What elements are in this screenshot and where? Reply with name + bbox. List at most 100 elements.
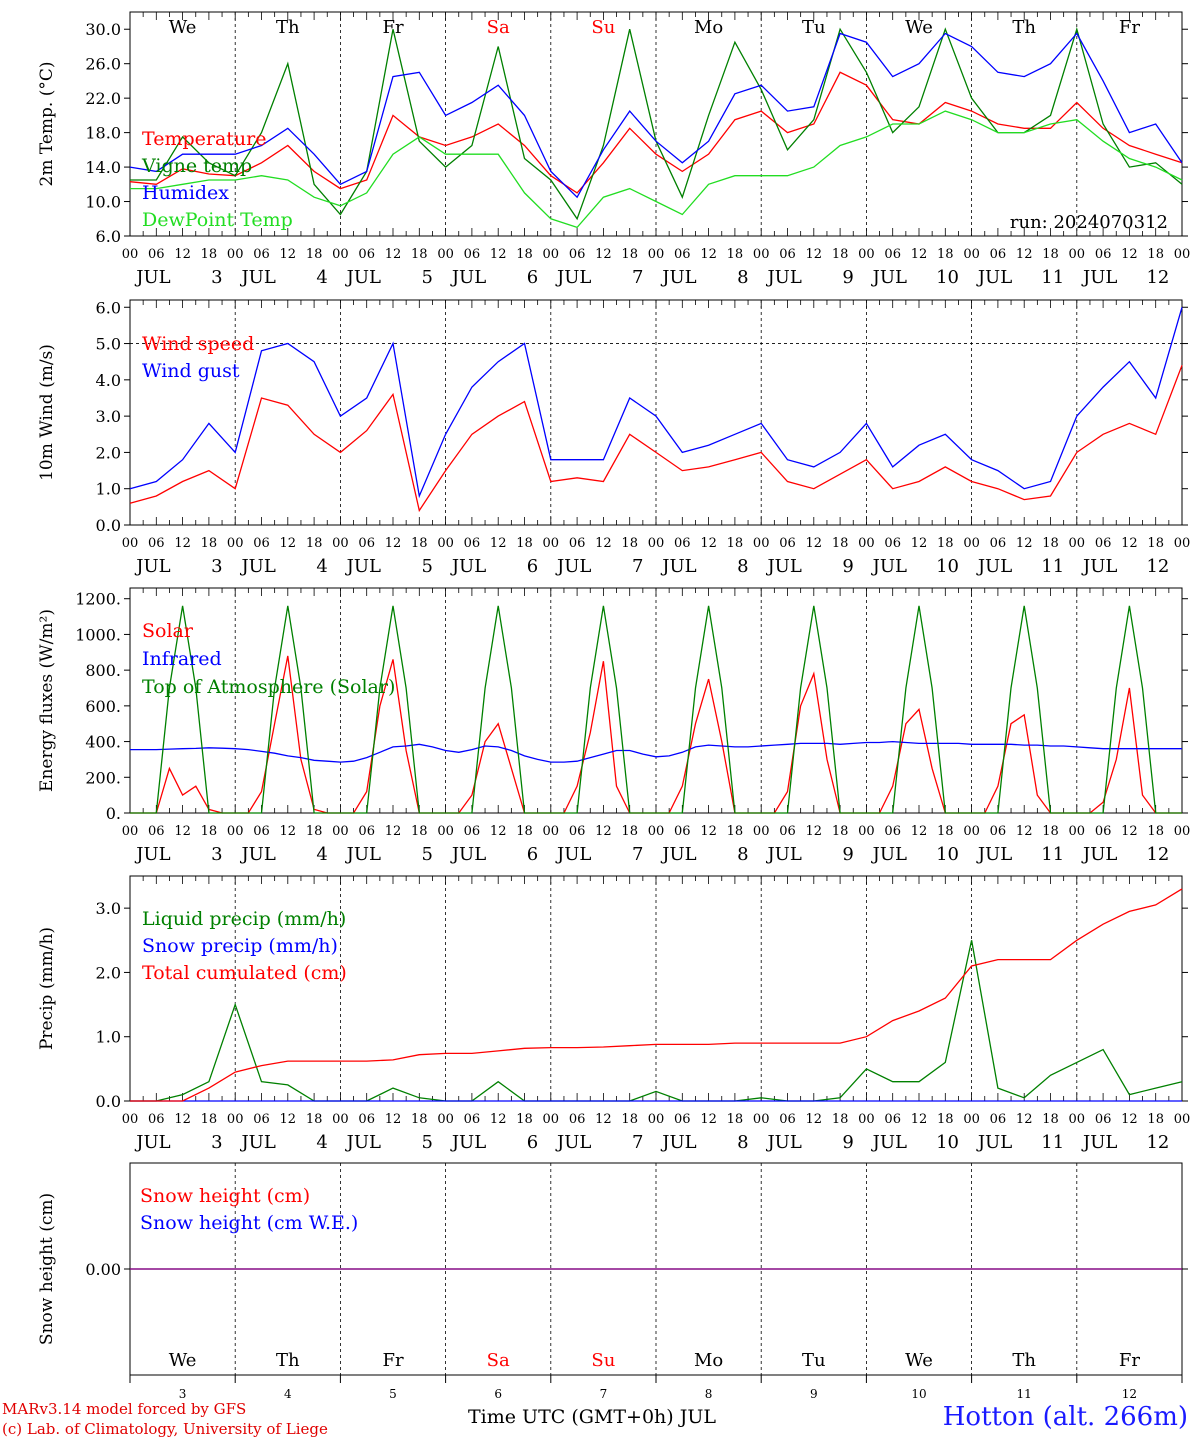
- hour-label: 06: [1095, 824, 1112, 839]
- hour-label: 18: [1147, 1112, 1164, 1127]
- hour-label: 06: [779, 1112, 796, 1127]
- weekday-label: Th: [1012, 1350, 1036, 1371]
- y-axis-label: Precip (mm/h): [37, 927, 57, 1050]
- date-day: 12: [1146, 844, 1169, 865]
- date-day: 4: [316, 844, 327, 865]
- date-day: 10: [936, 267, 959, 288]
- series-line: [129, 307, 1183, 499]
- y-axis-label: Snow height (cm): [37, 1193, 57, 1345]
- series-line: [129, 365, 1183, 513]
- date-day: 5: [422, 556, 433, 577]
- hour-label: 06: [779, 824, 796, 839]
- date-day: 4: [316, 1132, 327, 1153]
- date-day: 7: [632, 556, 643, 577]
- date-day: 10: [936, 844, 959, 865]
- date-month: JUL: [450, 1132, 486, 1153]
- hour-label: 12: [700, 536, 717, 551]
- y-tick-label: 22.0: [85, 89, 121, 108]
- hour-label: 12: [700, 247, 717, 262]
- hour-label: 06: [674, 536, 691, 551]
- legend-entry: Liquid precip (mm/h): [142, 908, 346, 930]
- hour-label: 12: [1121, 247, 1138, 262]
- day-number: 12: [1122, 1387, 1137, 1401]
- day-number: 5: [389, 1387, 397, 1401]
- date-month: JUL: [555, 267, 591, 288]
- hour-label: 06: [569, 536, 586, 551]
- weekday-label: We: [169, 17, 197, 38]
- hour-label: 06: [1095, 536, 1112, 551]
- hour-label: 06: [358, 1112, 375, 1127]
- date-month: JUL: [1081, 1132, 1117, 1153]
- hour-label: 18: [832, 824, 849, 839]
- hour-label: 12: [911, 1112, 928, 1127]
- legend-entry: Vigne temp: [141, 155, 252, 177]
- date-day: 9: [842, 844, 853, 865]
- hour-label: 12: [595, 1112, 612, 1127]
- y-tick-label: 0.0: [96, 516, 121, 535]
- weekday-label: Tu: [802, 1350, 826, 1371]
- hour-label: 06: [884, 536, 901, 551]
- hour-label: 18: [306, 536, 323, 551]
- weekday-label: Mo: [694, 1350, 723, 1371]
- y-axis-label: 10m Wind (m/s): [37, 344, 57, 481]
- panel-frame: [129, 587, 1183, 814]
- hour-label: 18: [621, 824, 638, 839]
- date-day: 5: [422, 844, 433, 865]
- hour-label: 18: [621, 1112, 638, 1127]
- date-day: 8: [737, 556, 748, 577]
- hour-label: 18: [1147, 824, 1164, 839]
- hour-label: 12: [174, 824, 191, 839]
- weekday-label: We: [905, 1350, 933, 1371]
- date-day: 5: [422, 1132, 433, 1153]
- hour-label: 12: [280, 1112, 297, 1127]
- hour-label: 18: [306, 1112, 323, 1127]
- hour-label: 06: [990, 1112, 1007, 1127]
- hour-label: 06: [358, 824, 375, 839]
- series-line: [130, 605, 1182, 814]
- lab-credit: (c) Lab. of Climatology, University of L…: [2, 1420, 328, 1438]
- hour-label: 12: [1016, 536, 1033, 551]
- hour-label: 12: [490, 1112, 507, 1127]
- hour-label: 06: [779, 536, 796, 551]
- hour-label: 18: [727, 1112, 744, 1127]
- hour-label: 18: [832, 1112, 849, 1127]
- date-day: 9: [842, 1132, 853, 1153]
- y-tick-label: 600.: [85, 697, 121, 716]
- y-tick-label: 1200.: [75, 590, 121, 609]
- date-day: 3: [211, 1132, 222, 1153]
- y-tick-label: 6.0: [96, 227, 121, 246]
- date-day: 11: [1041, 1132, 1064, 1153]
- hour-label: 06: [253, 536, 270, 551]
- date-month: JUL: [660, 267, 696, 288]
- hour-label: 12: [595, 824, 612, 839]
- hour-label: 00: [122, 1112, 139, 1127]
- panel-frame: [129, 11, 1183, 237]
- station-title: Hotton (alt. 266m): [942, 1402, 1188, 1432]
- hour-label: 00: [858, 824, 875, 839]
- hour-label: 06: [674, 824, 691, 839]
- day-number: 4: [284, 1387, 292, 1401]
- hour-label: 18: [306, 824, 323, 839]
- date-month: JUL: [976, 267, 1012, 288]
- hour-label: 12: [911, 536, 928, 551]
- date-day: 11: [1041, 267, 1064, 288]
- date-day: 6: [527, 556, 538, 577]
- hour-label: 18: [1042, 536, 1059, 551]
- weekday-label: We: [169, 1350, 197, 1371]
- date-month: JUL: [555, 844, 591, 865]
- hour-label: 06: [779, 247, 796, 262]
- date-month: JUL: [660, 556, 696, 577]
- y-tick-label: 800.: [85, 661, 121, 680]
- hour-label: 00: [858, 247, 875, 262]
- hour-label: 18: [411, 1112, 428, 1127]
- date-day: 7: [632, 1132, 643, 1153]
- panel-3: 0. 200. 400. 600. 800. 1000. 1200. Energy fluxe…: [37, 587, 1190, 865]
- hour-label: 18: [201, 824, 218, 839]
- hour-label: 00: [963, 536, 980, 551]
- y-tick-label: 26.0: [85, 55, 121, 74]
- hour-label: 00: [963, 824, 980, 839]
- hour-label: 00: [227, 536, 244, 551]
- hour-label: 06: [990, 247, 1007, 262]
- legend-entry: Temperature: [142, 128, 266, 150]
- hour-label: 12: [385, 824, 402, 839]
